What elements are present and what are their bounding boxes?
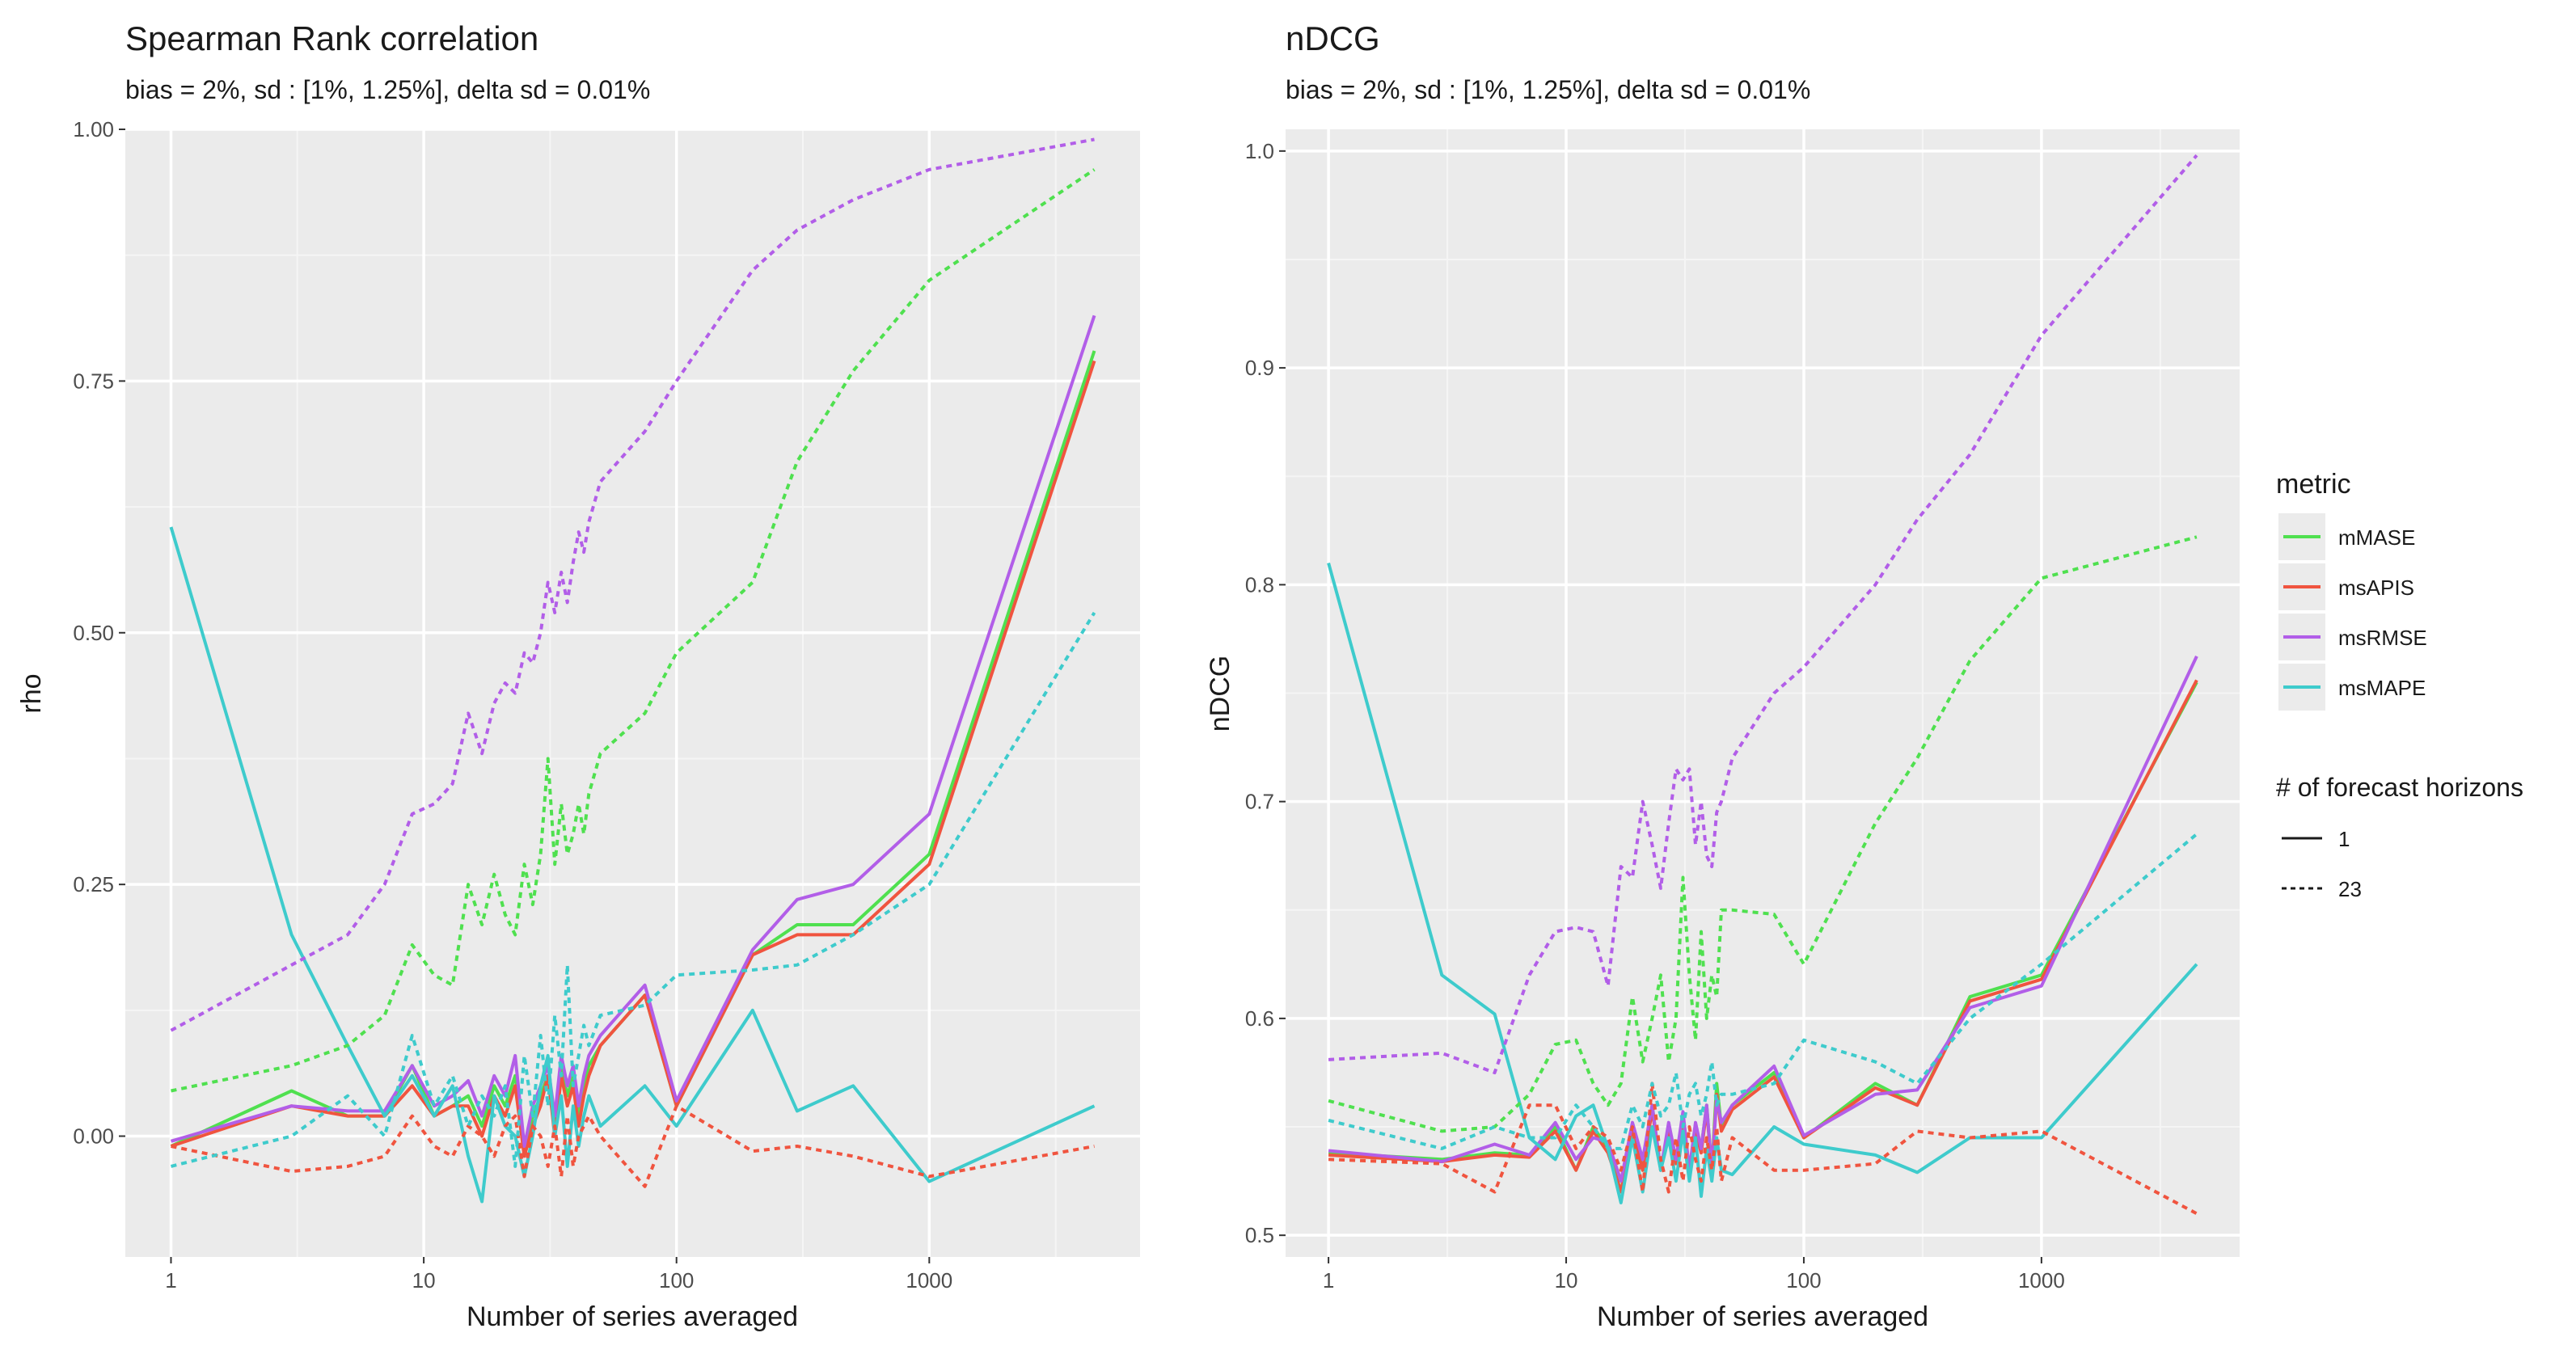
chart-subtitle: bias = 2%, sd : [1%, 1.25%], delta sd = … xyxy=(125,75,650,104)
legend-horizon-keys: 1 23 xyxy=(2278,815,2362,912)
series-line-msapis-h23 xyxy=(171,1104,1095,1188)
x-tick-labels: 1 10 100 1000 xyxy=(1323,1257,2065,1293)
y-tick-label: 1.0 xyxy=(1245,139,1274,163)
y-axis-label: nDCG xyxy=(1205,656,1235,732)
y-tick-label: 0.9 xyxy=(1245,356,1274,380)
legend-metric-title: metric xyxy=(2276,469,2351,500)
series-line-msapis-h23 xyxy=(1328,1082,2198,1216)
x-tick-label: 10 xyxy=(1555,1268,1578,1293)
legend-label: 1 xyxy=(2338,827,2350,851)
legend-label: mMASE xyxy=(2338,525,2415,550)
chart-title: nDCG xyxy=(1286,19,1380,57)
legend-label: msRMSE xyxy=(2338,626,2427,650)
series-line-msrmse-h1 xyxy=(1328,656,2198,1183)
x-tick-label: 10 xyxy=(412,1268,436,1293)
y-tick-label: 0.5 xyxy=(1245,1223,1274,1247)
y-axis-label: rho xyxy=(16,673,47,713)
x-tick-labels: 1 10 100 1000 xyxy=(165,1257,952,1293)
y-tick-label: 0.50 xyxy=(73,621,114,645)
y-tick-labels: 0.5 0.6 0.7 0.8 0.9 1.0 xyxy=(1245,139,1286,1247)
series-lines xyxy=(1327,154,2198,1216)
grid-lines xyxy=(125,128,1140,1257)
series-lines xyxy=(169,137,1096,1204)
y-tick-label: 0.00 xyxy=(73,1124,114,1149)
y-tick-label: 0.25 xyxy=(73,872,114,896)
y-tick-labels: 0.00 0.25 0.50 0.75 1.00 xyxy=(73,117,125,1149)
y-tick-label: 0.8 xyxy=(1245,572,1274,597)
legend-label: msAPIS xyxy=(2338,576,2414,600)
series-line-msrmse-h23 xyxy=(170,137,1095,1032)
legend-metric-keys: mMASE msAPIS msRMSE msMAPE xyxy=(2278,513,2427,711)
x-tick-label: 1000 xyxy=(2018,1268,2065,1293)
series-line-msmape-h1 xyxy=(169,526,1096,1204)
legend-label: msMAPE xyxy=(2338,676,2426,700)
x-tick-label: 1000 xyxy=(906,1268,952,1293)
y-tick-label: 1.00 xyxy=(73,117,114,141)
chart-spearman: Spearman Rank correlation bias = 2%, sd … xyxy=(16,19,1140,1332)
x-tick-label: 1 xyxy=(1323,1268,1334,1293)
chart-ndcg: nDCG bias = 2%, sd : [1%, 1.25%], delta … xyxy=(1205,19,2240,1332)
grid-lines xyxy=(1286,129,2240,1257)
legend-horizon-title: # of forecast horizons xyxy=(2276,773,2523,802)
series-line-mmase-h23 xyxy=(1328,535,2198,1133)
series-line-msmape-h23 xyxy=(1328,833,2198,1150)
legend: metric mMASE msAPIS msRMSE msMAPE # of fore… xyxy=(2276,469,2523,912)
series-line-msmape-h1 xyxy=(1327,562,2198,1204)
y-tick-label: 0.6 xyxy=(1245,1006,1274,1031)
legend-label: 23 xyxy=(2338,877,2362,901)
x-axis-label: Number of series averaged xyxy=(467,1301,798,1332)
series-line-msrmse-h23 xyxy=(1328,154,2198,1074)
chart-title: Spearman Rank correlation xyxy=(125,19,538,57)
x-tick-label: 100 xyxy=(659,1268,694,1293)
chart-subtitle: bias = 2%, sd : [1%, 1.25%], delta sd = … xyxy=(1286,75,1810,104)
plot-panel xyxy=(125,129,1140,1257)
series-line-mmase-h23 xyxy=(171,168,1096,1093)
x-tick-label: 1 xyxy=(165,1268,176,1293)
x-tick-label: 100 xyxy=(1786,1268,1821,1293)
x-axis-label: Number of series averaged xyxy=(1597,1301,1928,1332)
y-tick-label: 0.75 xyxy=(73,369,114,393)
y-tick-label: 0.7 xyxy=(1245,790,1274,814)
